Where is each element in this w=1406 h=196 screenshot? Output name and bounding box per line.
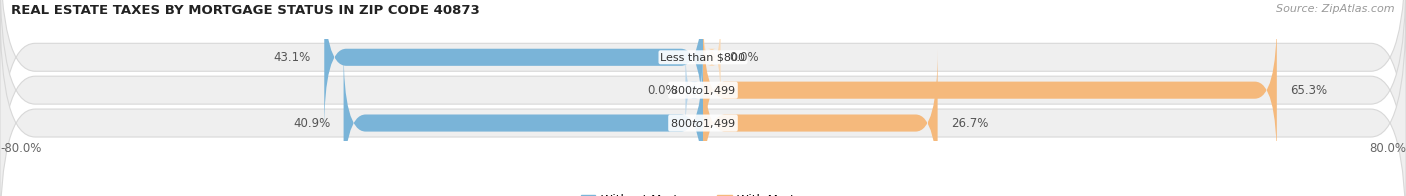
Text: 65.3%: 65.3% [1291, 84, 1327, 97]
FancyBboxPatch shape [703, 16, 721, 98]
FancyBboxPatch shape [703, 49, 938, 196]
Legend: Without Mortgage, With Mortgage: Without Mortgage, With Mortgage [576, 189, 830, 196]
Text: $800 to $1,499: $800 to $1,499 [671, 84, 735, 97]
Text: -80.0%: -80.0% [0, 142, 41, 155]
Text: 0.0%: 0.0% [730, 51, 759, 64]
FancyBboxPatch shape [343, 49, 703, 196]
FancyBboxPatch shape [325, 0, 703, 131]
Text: Source: ZipAtlas.com: Source: ZipAtlas.com [1277, 4, 1395, 14]
Text: 43.1%: 43.1% [274, 51, 311, 64]
Text: 40.9%: 40.9% [294, 117, 330, 130]
Text: 80.0%: 80.0% [1369, 142, 1406, 155]
Text: $800 to $1,499: $800 to $1,499 [671, 117, 735, 130]
Text: 0.0%: 0.0% [647, 84, 676, 97]
Text: REAL ESTATE TAXES BY MORTGAGE STATUS IN ZIP CODE 40873: REAL ESTATE TAXES BY MORTGAGE STATUS IN … [11, 4, 479, 17]
FancyBboxPatch shape [686, 49, 703, 131]
Text: Less than $800: Less than $800 [661, 52, 745, 62]
FancyBboxPatch shape [0, 5, 1406, 196]
Text: 26.7%: 26.7% [950, 117, 988, 130]
FancyBboxPatch shape [703, 16, 1277, 164]
FancyBboxPatch shape [0, 0, 1406, 175]
